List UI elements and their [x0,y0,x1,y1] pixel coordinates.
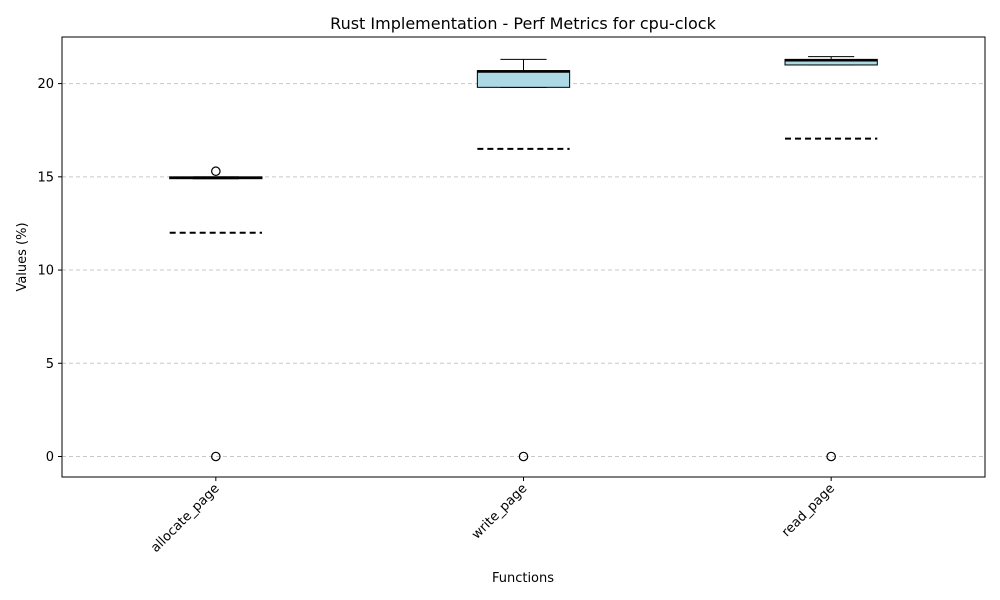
axes: 0 5 10 15 20 allocate_page write_page read_page [37,77,838,556]
x-tick-label: read_page [779,481,838,540]
y-tick-label: 15 [37,170,54,185]
outlier-point [211,166,221,177]
outlier-point [518,451,529,462]
box [476,70,571,88]
outlier-point [211,451,221,462]
mean-lines [169,137,878,234]
outlier-point [826,451,836,462]
y-tick-label: 0 [46,450,54,465]
y-tick-label: 5 [46,357,54,372]
chart-title: Rust Implementation - Perf Metrics for c… [330,14,716,33]
x-tick-label: write_page [469,481,530,542]
y-tick-label: 20 [37,77,54,92]
y-tick-label: 10 [37,264,54,279]
plot-area-frame [61,36,986,478]
box-elements [169,56,878,462]
x-tick-label: allocate_page [148,481,222,555]
x-axis-label: Functions [492,571,554,586]
y-axis-label: Values (%) [15,222,30,291]
